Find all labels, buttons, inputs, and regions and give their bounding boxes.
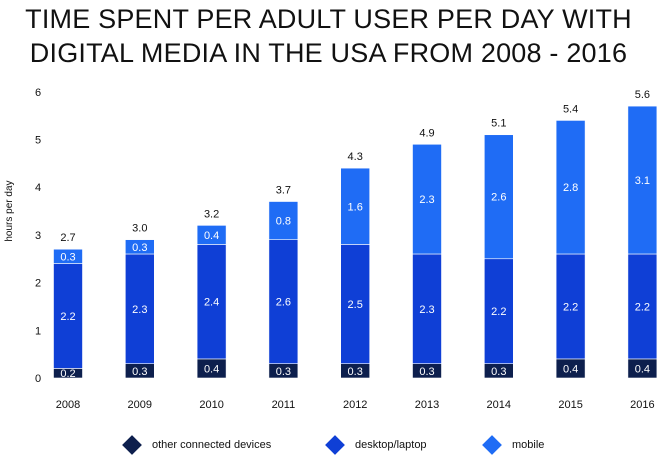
segment-value-label: 2.3 <box>419 194 434 206</box>
y-tick-label: 4 <box>35 182 41 194</box>
bar-segment-mobile <box>483 134 514 260</box>
segment-value-label: 3.1 <box>635 175 650 187</box>
legend-item-mobile: mobile <box>482 435 545 455</box>
x-tick-label: 2010 <box>199 399 223 411</box>
segment-value-label: 2.6 <box>491 192 506 204</box>
bar-segment-mobile <box>268 201 299 240</box>
bar-total-label: 3.0 <box>132 223 147 235</box>
legend-label-desktop-laptop: desktop/laptop <box>355 439 427 451</box>
legend-item-desktop-laptop: desktop/laptop <box>325 435 427 455</box>
x-tick-label: 2014 <box>487 399 511 411</box>
segment-value-label: 2.3 <box>132 304 147 316</box>
bar-segment-desktop-laptop <box>483 258 514 364</box>
legend-label-mobile: mobile <box>512 439 545 451</box>
segment-value-label: 2.2 <box>491 306 506 318</box>
segment-value-label: 0.3 <box>60 251 75 263</box>
bar-segment-desktop-laptop <box>268 239 299 364</box>
x-tick-label: 2013 <box>415 399 439 411</box>
legend-swatch-mobile <box>482 435 502 455</box>
y-tick-label: 2 <box>35 278 41 290</box>
segment-value-label: 0.4 <box>635 363 650 375</box>
bar-total-label: 5.1 <box>491 118 506 130</box>
segment-value-label: 0.3 <box>132 242 147 254</box>
segment-value-label: 2.2 <box>60 311 75 323</box>
x-tick-label: 2015 <box>558 399 582 411</box>
x-tick-label: 2008 <box>56 399 80 411</box>
bar-total-label: 3.7 <box>276 185 291 197</box>
chart-legend: other connected devices desktop/laptop m… <box>0 435 657 462</box>
y-tick-label: 6 <box>35 87 41 99</box>
segment-value-label: 2.8 <box>563 182 578 194</box>
segment-value-label: 2.4 <box>204 297 219 309</box>
bar-segment-desktop-laptop <box>627 253 657 360</box>
y-tick-label: 3 <box>35 230 41 242</box>
segment-value-label: 2.5 <box>348 299 363 311</box>
x-tick-label: 2016 <box>630 399 654 411</box>
bar-segment-mobile <box>412 143 442 255</box>
bar-total-label: 4.9 <box>419 127 434 139</box>
segment-value-label: 2.2 <box>635 301 650 313</box>
segment-value-label: 0.3 <box>276 366 291 378</box>
bar-segment-mobile <box>196 225 227 245</box>
x-tick-label: 2011 <box>272 399 296 411</box>
segment-value-label: 0.3 <box>491 366 506 378</box>
bar-segment-mobile <box>125 239 155 255</box>
segment-value-label: 0.4 <box>204 363 219 375</box>
bar-segment-mobile <box>340 167 371 245</box>
legend-label-other-connected-devices: other connected devices <box>152 439 272 451</box>
segment-value-label: 2.3 <box>419 304 434 316</box>
bar-total-label: 3.2 <box>204 208 219 220</box>
bar-total-label: 4.3 <box>348 151 363 163</box>
legend-swatch-desktop-laptop <box>325 435 345 455</box>
segment-value-label: 0.3 <box>348 366 363 378</box>
segment-value-label: 0.4 <box>563 363 578 375</box>
segment-value-label: 2.2 <box>563 301 578 313</box>
segment-value-label: 2.6 <box>276 297 291 309</box>
x-tick-label: 2012 <box>343 399 367 411</box>
y-tick-label: 5 <box>35 135 41 147</box>
bar-segment-desktop-laptop <box>412 253 442 364</box>
segment-value-label: 1.6 <box>348 201 363 213</box>
legend-swatch-other-connected-devices <box>122 435 142 455</box>
segment-value-label: 0.2 <box>60 368 75 380</box>
bar-segment-desktop-laptop <box>53 263 83 369</box>
chart-title: TIME SPENT PER ADULT USER PER DAY WITH D… <box>25 4 632 68</box>
y-axis-title: hours per day <box>4 180 15 241</box>
bar-segment-desktop-laptop <box>340 244 371 364</box>
bar-total-label: 5.6 <box>635 89 650 101</box>
y-tick-label: 1 <box>35 325 41 337</box>
legend-item-other-connected-devices: other connected devices <box>122 435 272 455</box>
bar-total-label: 2.7 <box>60 232 75 244</box>
segment-value-label: 0.3 <box>419 366 434 378</box>
bar-segment-mobile <box>555 120 586 255</box>
segment-value-label: 0.4 <box>204 230 219 242</box>
y-tick-label: 0 <box>35 373 41 385</box>
bar-total-label: 5.4 <box>563 103 578 115</box>
x-tick-label: 2009 <box>128 399 152 411</box>
segment-value-label: 0.8 <box>276 216 291 228</box>
bar-segment-mobile <box>53 248 83 264</box>
segment-value-label: 0.3 <box>132 366 147 378</box>
